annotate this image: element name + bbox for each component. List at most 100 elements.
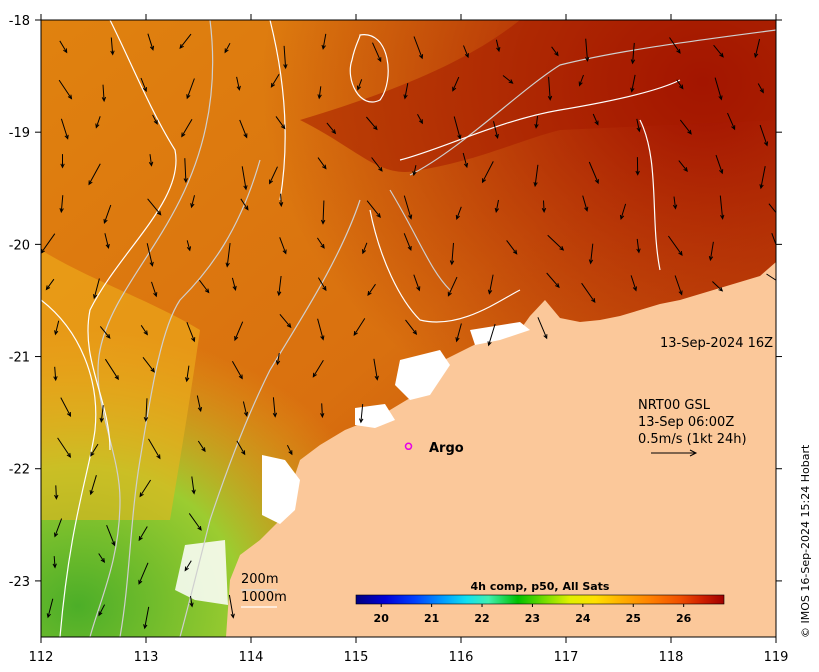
yellow-band [41,250,200,520]
current-arrow-icon [533,164,539,188]
current-arrow-icon [269,166,278,185]
current-arrow-icon [636,118,641,133]
current-arrow-icon [713,44,724,58]
current-arrow-icon [148,154,154,167]
current-arrow-icon [547,76,553,101]
y-tick-label: -18 [9,14,30,29]
x-tick-label: 115 [344,650,369,665]
y-tick-label: -22 [9,463,30,478]
current-arrow-icon [588,161,599,185]
current-arrow-icon [190,195,195,209]
y-tick-label: -21 [9,351,30,366]
isobath-1000m-label: 1000m [241,590,287,605]
current-arrow-icon [196,395,203,413]
y-tick-label: -19 [9,126,30,141]
current-arrow-icon [183,158,188,184]
current-arrow-icon [493,121,499,140]
isobath-legend: 200m 1000m [241,572,287,608]
current-arrow-icon [46,598,54,619]
current-arrow-icon [317,86,322,100]
current-arrow-icon [757,83,764,94]
current-arrow-icon [104,358,119,381]
current-arrow-icon [636,238,641,254]
current-arrow-icon [588,243,594,265]
current-arrow-icon [502,75,514,84]
current-arrow-icon [275,116,286,130]
current-arrow-icon [185,365,190,383]
current-arrow-icon [578,74,584,87]
current-arrow-icon [353,318,366,336]
current-arrow-icon [359,404,364,424]
current-arrow-icon [367,283,376,297]
current-arrow-icon [412,165,417,177]
current-arrow-icon [672,196,678,210]
current-arrow-icon [179,33,192,50]
current-arrow-icon [714,77,723,101]
current-arrow-icon [140,325,148,336]
argo-label: Argo [429,441,464,456]
current-arrow-icon [356,79,363,91]
colorbar-gradient [355,594,725,605]
current-arrow-icon [148,438,161,460]
current-arrow-icon [453,116,462,140]
current-arrow-icon [754,38,761,59]
current-arrow-icon [373,358,379,381]
currents-scale-label: 0.5m/s (1kt 24h) [638,432,747,447]
current-arrow-icon [320,403,325,419]
current-arrow-icon [321,33,327,50]
current-arrow-icon [45,278,55,291]
scale-arrowhead-icon [689,449,698,457]
current-arrow-icon [317,277,327,292]
current-arrow-icon [679,119,692,135]
cloud-patch [262,455,300,524]
current-arrow-icon [57,437,72,458]
current-arrow-icon [186,240,192,252]
current-arrow-icon [546,272,560,289]
current-arrow-icon [110,37,115,56]
current-arrow-icon [275,353,281,366]
current-arrow-icon [60,154,65,169]
current-arrow-icon [487,274,494,295]
cloud-patch [395,350,450,400]
current-arrow-icon [727,112,736,131]
y-tick-label: -20 [9,238,30,253]
current-arrow-icon [225,243,231,268]
current-arrow-icon [54,485,59,500]
current-arrow-icon [186,322,196,343]
copyright-credit: © IMOS 16-Sep-2024 15:24 Hobart [799,444,812,638]
current-arrow-icon [592,113,599,126]
current-arrow-icon [151,281,158,298]
current-arrow-icon [142,356,155,373]
current-arrow-icon [371,157,383,172]
warm-tongue [300,20,776,172]
current-arrow-icon [224,42,231,54]
current-arrow-icon [551,46,559,57]
isobath-200m-label: 200m [241,572,278,587]
colorbar-title: 4h comp, p50, All Sats [471,580,610,593]
current-arrow-icon [186,78,195,100]
current-arrow-icon [366,116,378,131]
current-arrow-icon [413,274,421,292]
current-arrow-icon [146,243,154,267]
current-arrow-icon [147,198,162,216]
currents-legend: NRT00 GSL 13-Sep 06:00Z 0.5m/s (1kt 24h) [638,398,747,457]
current-arrow-icon [413,36,424,60]
x-tick-label: 118 [659,650,684,665]
current-arrow-icon [581,282,596,304]
colorbar-tick-label: 26 [676,612,692,625]
current-arrow-icon [719,195,725,220]
current-arrow-icon [60,118,69,140]
current-arrow-icon [104,233,110,250]
isobaths [89,20,776,637]
cloud-patch [355,404,395,428]
currents-source-label: NRT00 GSL [638,398,711,413]
current-arrow-icon [53,366,58,382]
current-arrow-icon [455,206,462,220]
current-arrow-icon [283,45,288,70]
current-arrow-icon [240,198,249,211]
current-arrow-icon [140,77,147,93]
current-arrow-icon [766,273,776,281]
current-arrow-icon [143,606,150,630]
current-arrow-icon [89,475,97,496]
current-arrow-icon [455,323,462,343]
